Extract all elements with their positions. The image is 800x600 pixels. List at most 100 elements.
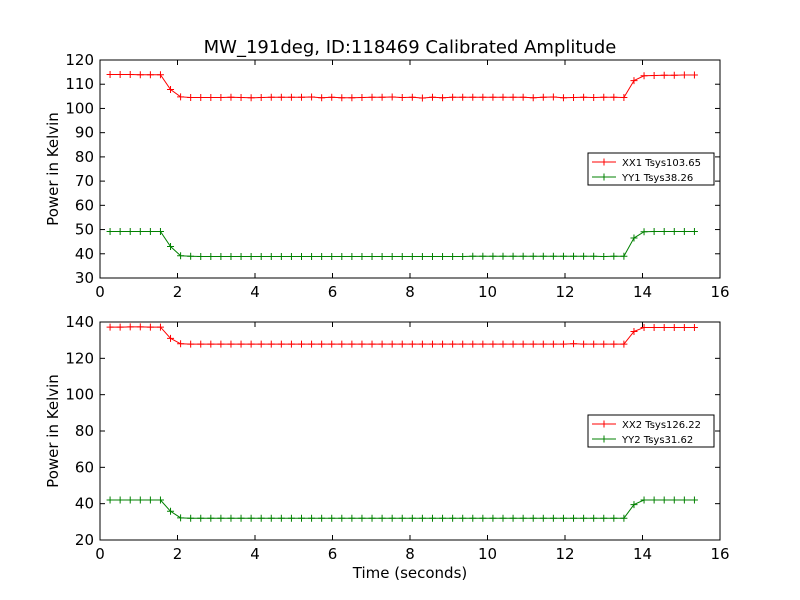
figure-title: MW_191deg, ID:118469 Calibrated Amplitud…	[204, 37, 617, 58]
data-point	[187, 514, 195, 522]
data-point	[308, 340, 316, 348]
data-point	[156, 227, 164, 235]
data-point	[650, 323, 658, 331]
x-tick-label: 0	[95, 283, 105, 301]
series-1	[106, 323, 698, 348]
data-point	[146, 496, 154, 504]
data-point	[539, 340, 547, 348]
data-point	[670, 496, 678, 504]
data-point	[509, 340, 517, 348]
data-point	[418, 340, 426, 348]
data-point	[509, 252, 517, 260]
data-point	[247, 94, 255, 102]
data-point	[247, 514, 255, 522]
data-point	[519, 93, 527, 101]
data-point	[126, 71, 134, 79]
y-tick-label: 70	[75, 172, 94, 190]
data-point	[156, 323, 164, 331]
data-point	[408, 340, 416, 348]
x-tick-label: 10	[478, 545, 497, 563]
data-point	[670, 323, 678, 331]
series-1	[106, 71, 698, 102]
data-point	[338, 94, 346, 102]
x-tick-label: 0	[95, 545, 105, 563]
data-point	[217, 514, 225, 522]
data-point	[207, 514, 215, 522]
data-point	[126, 323, 134, 331]
data-point	[146, 323, 154, 331]
legend: XX2 Tsys126.22 YY2 Tsys31.62	[587, 414, 715, 448]
data-point	[267, 93, 275, 101]
x-tick-label: 16	[710, 545, 729, 563]
data-point	[398, 252, 406, 260]
data-point	[680, 323, 688, 331]
data-point	[428, 514, 436, 522]
legend-box	[587, 414, 715, 448]
data-point	[207, 94, 215, 102]
data-point	[439, 94, 447, 102]
data-point	[580, 252, 588, 260]
data-point	[620, 94, 628, 102]
data-point	[459, 514, 467, 522]
data-point	[308, 252, 316, 260]
data-point	[549, 340, 557, 348]
data-point	[690, 227, 698, 235]
y-tick-label: 100	[65, 99, 94, 117]
data-point	[136, 323, 144, 331]
data-point	[328, 93, 336, 101]
data-point	[378, 93, 386, 101]
data-point	[418, 252, 426, 260]
data-point	[136, 227, 144, 235]
data-point	[106, 496, 114, 504]
data-point	[146, 227, 154, 235]
x-tick-label: 6	[328, 283, 338, 301]
data-point	[680, 227, 688, 235]
data-point	[640, 496, 648, 504]
data-point	[318, 94, 326, 102]
data-point	[650, 227, 658, 235]
data-point	[348, 514, 356, 522]
data-point	[580, 514, 588, 522]
data-point	[590, 514, 598, 522]
data-point	[116, 227, 124, 235]
data-point	[106, 323, 114, 331]
data-point	[318, 340, 326, 348]
data-point	[408, 252, 416, 260]
data-point	[640, 228, 648, 236]
data-point	[277, 340, 285, 348]
series-line	[110, 230, 695, 257]
data-point	[146, 71, 154, 79]
x-tick-label: 14	[633, 545, 652, 563]
data-point	[519, 252, 527, 260]
data-point	[267, 514, 275, 522]
data-point	[690, 323, 698, 331]
legend-marker	[600, 420, 608, 428]
data-point	[257, 340, 265, 348]
data-point	[358, 252, 366, 260]
x-tick-label: 14	[633, 283, 652, 301]
y-tick-label: 50	[75, 221, 94, 239]
data-point	[328, 514, 336, 522]
data-point	[630, 77, 638, 85]
data-point	[630, 234, 638, 242]
data-point	[690, 496, 698, 504]
legend-label: YY2 Tsys31.62	[621, 435, 693, 446]
data-point	[298, 252, 305, 260]
data-point	[348, 94, 356, 102]
data-point	[600, 93, 608, 101]
data-point	[207, 252, 215, 260]
data-point	[257, 252, 265, 260]
data-point	[237, 340, 245, 348]
data-point	[610, 252, 618, 260]
data-point	[298, 93, 305, 101]
data-point	[177, 93, 185, 101]
data-point	[277, 514, 285, 522]
data-point	[338, 252, 346, 260]
data-point	[378, 340, 386, 348]
data-point	[539, 252, 547, 260]
data-point	[116, 496, 124, 504]
data-point	[318, 514, 326, 522]
y-tick-label: 110	[65, 75, 94, 93]
data-point	[358, 340, 366, 348]
data-point	[590, 94, 598, 102]
